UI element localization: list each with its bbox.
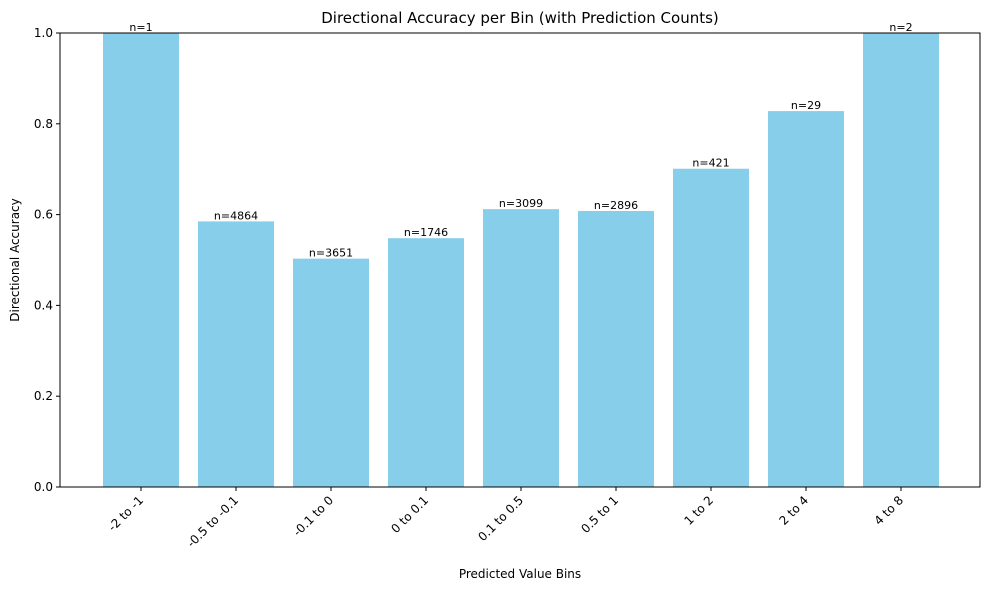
count-label-5: n=2896 [594, 199, 638, 212]
bar-3 [388, 238, 464, 487]
x-axis-label: Predicted Value Bins [459, 567, 581, 581]
y-tick-label-1: 0.2 [34, 389, 53, 403]
bar-2 [293, 258, 369, 487]
bar-0 [103, 33, 179, 487]
plot-frame [59, 32, 981, 488]
y-tick-label-0: 0.0 [34, 480, 53, 494]
bar-7 [768, 111, 844, 487]
bar-5 [578, 210, 654, 487]
count-label-8: n=2 [889, 21, 912, 34]
count-labels-group: n=1 n=4864 n=3651 n=1746 n=3099 n=2896 n=421 n=… [129, 21, 912, 260]
bar-1 [198, 221, 274, 487]
y-tick-label-3: 0.6 [34, 208, 53, 222]
bar-6 [673, 168, 749, 487]
count-label-2: n=3651 [309, 247, 353, 260]
x-tick-label-3: 0 to 0.1 [388, 493, 431, 536]
x-tick-label-0: -2 to -1 [105, 493, 146, 534]
x-tick-label-1: -0.5 to -0.1 [184, 493, 241, 550]
count-label-1: n=4864 [214, 209, 258, 222]
x-tick-label-5: 0.5 to 1 [578, 493, 621, 536]
chart-title: Directional Accuracy per Bin (with Predi… [321, 9, 719, 27]
x-tick-label-8: 4 to 8 [872, 493, 907, 528]
bar-8 [863, 33, 939, 487]
count-label-0: n=1 [129, 21, 152, 34]
y-axis: 0.0 0.2 0.4 0.6 0.8 1.0 [34, 26, 60, 494]
y-axis-label: Directional Accuracy [8, 198, 22, 322]
count-label-6: n=421 [692, 157, 729, 170]
x-tick-label-2: -0.1 to 0 [290, 493, 336, 539]
bars-group [103, 33, 939, 488]
y-tick-label-2: 0.4 [34, 298, 53, 312]
x-axis: -2 to -1 -0.5 to -0.1 -0.1 to 0 0 to 0.1 0.1… [105, 487, 906, 550]
count-label-4: n=3099 [499, 197, 543, 210]
bar-4 [483, 209, 559, 488]
x-tick-label-6: 1 to 2 [682, 493, 717, 528]
count-label-3: n=1746 [404, 226, 448, 239]
x-tick-label-4: 0.1 to 0.5 [475, 493, 526, 544]
y-tick-label-5: 1.0 [34, 26, 53, 40]
count-label-7: n=29 [791, 99, 821, 112]
x-tick-label-7: 2 to 4 [777, 493, 812, 528]
y-tick-label-4: 0.8 [34, 117, 53, 131]
